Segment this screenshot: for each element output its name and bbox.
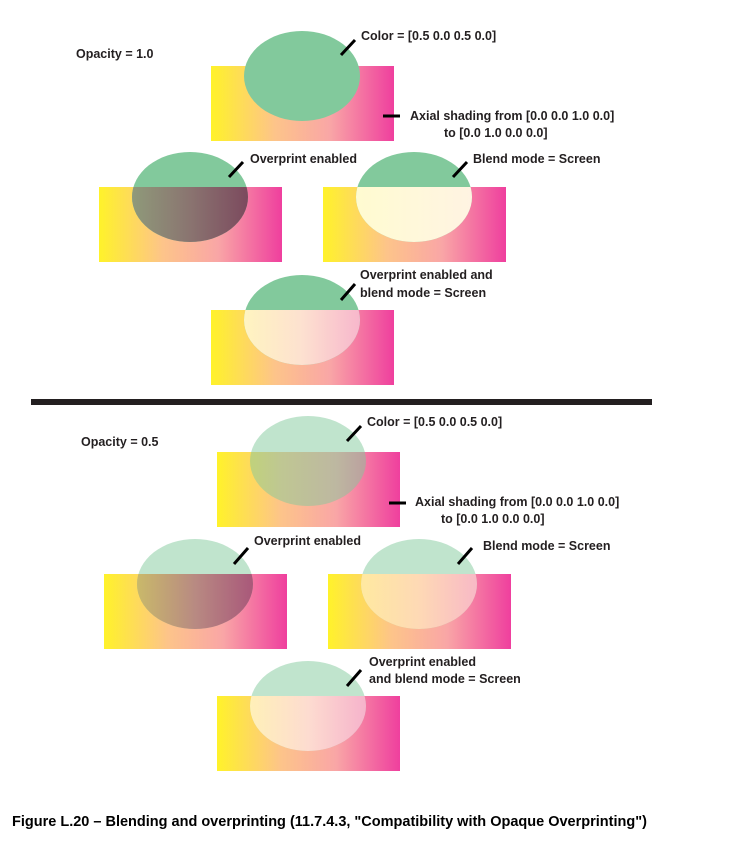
green-ellipse	[244, 31, 360, 121]
top-base-panel: Color = [0.5 0.0 0.5 0.0] Axial shading …	[211, 29, 614, 141]
top-screen-panel: Blend mode = Screen	[323, 152, 600, 262]
bottom-opacity-label: Opacity = 0.5	[81, 435, 159, 449]
bottom-both-label-2: and blend mode = Screen	[369, 672, 521, 686]
both-overlap	[250, 696, 366, 751]
bottom-overprint-label: Overprint enabled	[254, 534, 361, 548]
top-both-label-1: Overprint enabled and	[360, 268, 493, 282]
top-blend-label: Blend mode = Screen	[473, 152, 600, 166]
blend-leader	[451, 160, 469, 179]
top-axial-label-2: to [0.0 1.0 0.0 0.0]	[444, 126, 548, 140]
both-leader	[345, 669, 363, 687]
top-overprint-panel: Overprint enabled	[99, 152, 357, 262]
bottom-axial-label-1: Axial shading from [0.0 0.0 1.0 0.0]	[415, 495, 619, 509]
bottom-both-label-1: Overprint enabled	[369, 655, 476, 669]
top-both-label-2: blend mode = Screen	[360, 286, 486, 300]
both-leader	[339, 283, 357, 301]
green-ellipse	[250, 416, 366, 506]
bottom-screen-panel: Blend mode = Screen	[328, 539, 610, 649]
bottom-axial-label-2: to [0.0 1.0 0.0 0.0]	[441, 512, 545, 526]
top-color-label: Color = [0.5 0.0 0.5 0.0]	[361, 29, 496, 43]
section-divider	[31, 399, 652, 405]
top-both-panel: Overprint enabled and blend mode = Scree…	[211, 268, 493, 385]
overprint-overlap	[132, 187, 248, 242]
color-leader	[345, 424, 363, 443]
top-overprint-label: Overprint enabled	[250, 152, 357, 166]
screen-overlap	[356, 187, 472, 242]
bottom-overprint-panel: Overprint enabled	[104, 534, 361, 649]
top-axial-label-1: Axial shading from [0.0 0.0 1.0 0.0]	[410, 109, 614, 123]
bottom-blend-label: Blend mode = Screen	[483, 539, 610, 553]
bottom-base-panel: Color = [0.5 0.0 0.5 0.0] Axial shading …	[217, 415, 619, 527]
bottom-both-panel: Overprint enabled and blend mode = Scree…	[217, 655, 521, 771]
color-leader	[339, 38, 357, 57]
figure-caption: Figure L.20 – Blending and overprinting …	[12, 814, 647, 830]
blend-leader	[456, 547, 474, 565]
screen-overlap	[361, 574, 477, 629]
top-opacity-label: Opacity = 1.0	[76, 47, 154, 61]
overprint-leader	[232, 547, 250, 565]
both-overlap	[244, 310, 360, 365]
overprint-leader	[227, 160, 245, 179]
overprint-overlap	[137, 574, 253, 629]
bottom-color-label: Color = [0.5 0.0 0.5 0.0]	[367, 415, 502, 429]
